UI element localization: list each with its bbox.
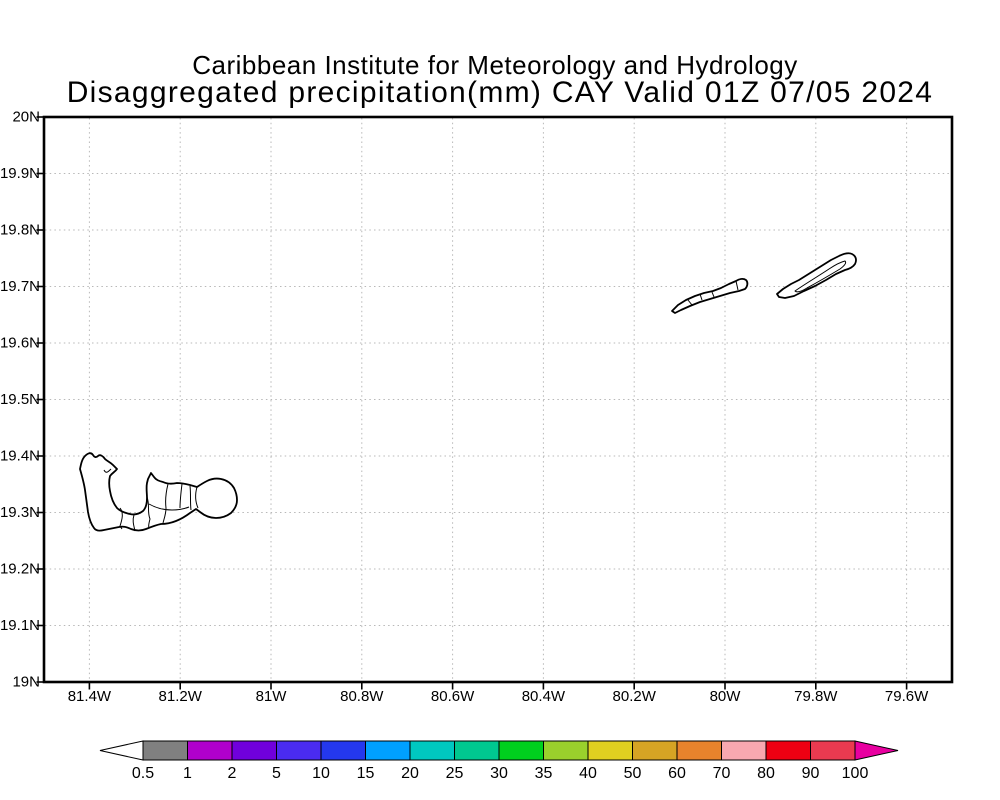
colorbar-segment (587, 740, 633, 761)
colorbar-label: 60 (668, 765, 686, 782)
colorbar-label: 40 (579, 765, 597, 782)
lon-label: 79.8W (794, 688, 838, 705)
colorbar-label: 80 (757, 765, 775, 782)
district-line (189, 485, 192, 511)
district-line (699, 293, 703, 301)
colorbar-label: 5 (272, 765, 281, 782)
institute-title: Caribbean Institute for Meteorology and … (192, 50, 798, 80)
district-line (148, 503, 190, 511)
colorbar: 0.5 1 2 5 10 15 20 25 30 35 40 50 60 70 … (99, 740, 899, 782)
islands (79, 252, 857, 532)
colorbar-segment (409, 740, 455, 761)
lat-label: 19.5N (0, 391, 40, 408)
district-line (735, 280, 739, 291)
lon-label: 80W (710, 688, 742, 705)
colorbar-label: 50 (624, 765, 642, 782)
colorbar-segment (365, 740, 411, 761)
grand-cayman-coastline (79, 452, 238, 532)
colorbar-overflow-arrow (854, 740, 899, 761)
cayman-brac-coastline (776, 252, 857, 299)
little-cayman-district-lines (687, 280, 739, 306)
colorbar-label: 70 (713, 765, 731, 782)
lon-label: 79.6W (885, 688, 929, 705)
colorbar-label: 100 (842, 765, 869, 782)
lon-label: 80.4W (522, 688, 566, 705)
district-line (132, 514, 136, 532)
lat-label: 19.1N (0, 617, 40, 634)
lat-label: 19.9N (0, 165, 40, 182)
colorbar-label: 15 (357, 765, 375, 782)
lat-label: 19.3N (0, 504, 40, 521)
lat-label: 20N (12, 109, 40, 126)
titles: Caribbean Institute for Meteorology and … (67, 50, 934, 109)
colorbar-label: 1 (183, 765, 192, 782)
lat-label: 19.6N (0, 335, 40, 352)
colorbar-segment (187, 740, 233, 761)
axis-ticks (36, 116, 908, 690)
lat-label: 19N (12, 674, 40, 691)
lon-label: 81W (256, 688, 288, 705)
lat-label: 19.7N (0, 278, 40, 295)
colorbar-segment (276, 740, 322, 761)
lon-axis-labels: 81.4W 81.2W 81W 80.8W 80.6W 80.4W 80.2W … (68, 688, 929, 705)
lat-label: 19.8N (0, 222, 40, 239)
colorbar-segment (231, 740, 277, 761)
colorbar-segment (543, 740, 589, 761)
district-line (687, 299, 693, 306)
lat-label: 19.4N (0, 448, 40, 465)
plot-title: Disaggregated precipitation(mm) CAY Vali… (67, 76, 934, 109)
district-line (146, 496, 151, 529)
lon-label: 80.2W (613, 688, 657, 705)
colorbar-segment (810, 740, 856, 761)
cayman-brac-inner-line (794, 260, 847, 293)
colorbar-label: 10 (312, 765, 330, 782)
district-line (103, 468, 112, 473)
colorbar-labels: 0.5 1 2 5 10 15 20 25 30 35 40 50 60 70 … (132, 765, 869, 782)
colorbar-label: 90 (802, 765, 820, 782)
lon-label: 81.4W (68, 688, 112, 705)
colorbar-segment (142, 740, 188, 761)
district-line (179, 483, 183, 509)
colorbar-segment (765, 740, 811, 761)
colorbar-segment (632, 740, 678, 761)
district-line (195, 486, 199, 509)
colorbar-underflow-arrow (99, 740, 144, 761)
gridlines (45, 118, 951, 681)
district-line (162, 483, 169, 524)
colorbar-segment (320, 740, 366, 761)
colorbar-label: 0.5 (132, 765, 154, 782)
colorbar-segment (454, 740, 500, 761)
colorbar-segment (721, 740, 767, 761)
little-cayman-coastline (671, 278, 749, 314)
lat-label: 19.2N (0, 561, 40, 578)
colorbar-label: 25 (446, 765, 464, 782)
district-line (711, 291, 715, 298)
grand-cayman-district-lines (103, 468, 199, 532)
map-frame (42, 115, 954, 684)
lon-label: 80.8W (340, 688, 384, 705)
colorbar-label: 20 (401, 765, 419, 782)
colorbar-segment (498, 740, 544, 761)
colorbar-label: 35 (535, 765, 553, 782)
lon-label: 80.6W (431, 688, 475, 705)
lon-label: 81.2W (159, 688, 203, 705)
district-line (119, 507, 123, 530)
colorbar-segment (676, 740, 722, 761)
lat-axis-labels: 20N 19.9N 19.8N 19.7N 19.6N 19.5N 19.4N … (0, 109, 40, 691)
colorbar-label: 30 (490, 765, 508, 782)
colorbar-label: 2 (228, 765, 237, 782)
